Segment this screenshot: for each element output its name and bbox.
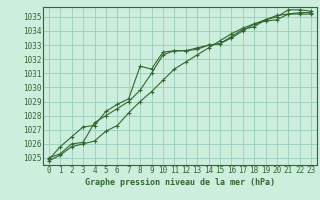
X-axis label: Graphe pression niveau de la mer (hPa): Graphe pression niveau de la mer (hPa) [85, 178, 275, 187]
